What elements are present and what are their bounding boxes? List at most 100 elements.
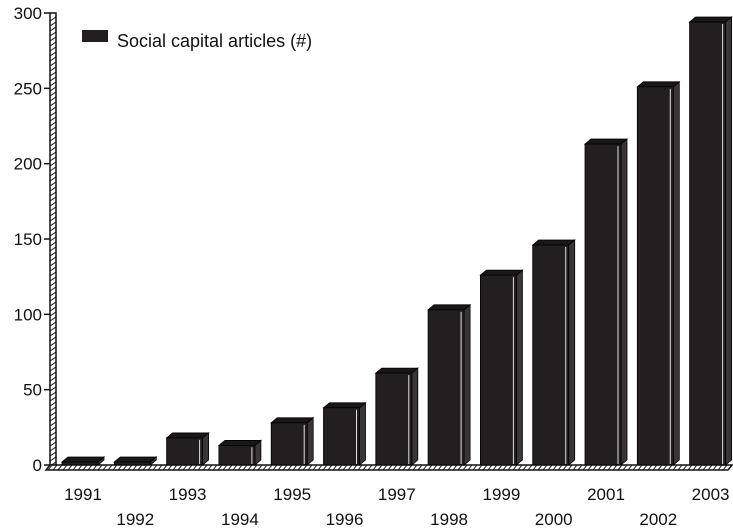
x-axis-hatch bbox=[82, 464, 88, 471]
bar bbox=[322, 401, 367, 466]
bar bbox=[374, 367, 419, 466]
x-axis-hatch bbox=[392, 464, 398, 471]
x-axis-hatch bbox=[712, 464, 718, 471]
x-axis-hatch bbox=[497, 464, 503, 471]
x-tick-label: 1996 bbox=[326, 510, 364, 529]
x-axis-hatch bbox=[552, 464, 558, 471]
y-axis-hatch bbox=[49, 226, 57, 232]
y-axis-hatch bbox=[49, 271, 57, 277]
y-axis-hatch bbox=[49, 371, 57, 377]
y-axis-hatch bbox=[49, 181, 57, 187]
floor bbox=[44, 464, 733, 471]
y-axis-hatch bbox=[49, 266, 57, 272]
x-axis-hatch bbox=[387, 464, 393, 471]
x-axis-hatch bbox=[242, 464, 248, 471]
y-axis-hatch bbox=[49, 141, 57, 147]
x-axis-hatch bbox=[617, 464, 623, 471]
x-axis-hatch bbox=[167, 464, 173, 471]
bar bbox=[688, 16, 733, 466]
bar-top bbox=[165, 432, 210, 439]
y-axis-hatch bbox=[49, 231, 57, 237]
y-axis-hatch bbox=[49, 261, 57, 267]
bar-side bbox=[202, 432, 210, 466]
y-axis-hatch bbox=[49, 406, 57, 412]
y-axis-hatch bbox=[49, 321, 57, 327]
x-axis-hatch bbox=[237, 464, 243, 471]
y-tick-label: 50 bbox=[23, 381, 42, 400]
bar-front bbox=[166, 437, 204, 466]
x-axis-hatch bbox=[592, 464, 598, 471]
x-axis-hatch bbox=[247, 464, 253, 471]
x-axis-hatch bbox=[157, 464, 163, 471]
x-axis-hatch bbox=[152, 464, 158, 471]
y-axis-hatch bbox=[49, 66, 57, 72]
legend-label: Social capital articles (#) bbox=[117, 31, 312, 51]
y-axis-hatch bbox=[49, 396, 57, 402]
bar-side bbox=[568, 239, 576, 466]
y-axis-hatch bbox=[49, 446, 57, 452]
y-axis-hatch bbox=[49, 166, 57, 172]
y-axis-hatch bbox=[49, 276, 57, 282]
y-axis-hatch bbox=[49, 381, 57, 387]
y-axis-hatch bbox=[49, 211, 57, 217]
x-axis-hatch bbox=[102, 464, 108, 471]
x-axis-hatch bbox=[422, 464, 428, 471]
bars bbox=[60, 16, 733, 466]
y-axis-hatch bbox=[49, 436, 57, 442]
y-axis-hatch bbox=[49, 201, 57, 207]
x-axis-hatch bbox=[562, 464, 568, 471]
x-axis-hatch bbox=[322, 464, 328, 471]
x-axis-hatch bbox=[647, 464, 653, 471]
y-axis-hatch bbox=[49, 151, 57, 157]
y-axis-hatch bbox=[49, 301, 57, 307]
y-axis-hatch bbox=[49, 131, 57, 137]
y-axis-hatch bbox=[49, 246, 57, 252]
x-axis-hatch bbox=[532, 464, 538, 471]
bar-top bbox=[531, 239, 576, 246]
x-axis-hatch bbox=[297, 464, 303, 471]
y-axis-hatch bbox=[49, 86, 57, 92]
x-axis-hatch bbox=[582, 464, 588, 471]
bar-side bbox=[463, 303, 471, 466]
bar-top bbox=[426, 304, 472, 311]
y-axis-hatch bbox=[49, 366, 57, 372]
y-axis-hatch bbox=[49, 81, 57, 87]
x-axis-hatch bbox=[607, 464, 613, 471]
x-axis-hatch bbox=[197, 464, 203, 471]
bar bbox=[636, 80, 681, 466]
x-axis-hatch bbox=[262, 464, 268, 471]
y-axis-hatch bbox=[49, 311, 57, 317]
x-axis-hatch bbox=[427, 464, 433, 471]
y-axis-hatch bbox=[49, 386, 57, 392]
y-axis-hatch bbox=[49, 41, 57, 47]
x-axis-hatch bbox=[232, 464, 238, 471]
x-axis-hatch bbox=[452, 464, 458, 471]
x-axis-hatch bbox=[342, 464, 348, 471]
x-tick-label: 2001 bbox=[587, 485, 625, 504]
y-axis-hatch bbox=[49, 26, 57, 32]
y-axis-hatch bbox=[49, 286, 57, 292]
y-axis-hatch bbox=[49, 416, 57, 422]
x-axis-hatch bbox=[622, 464, 628, 471]
x-axis-hatch bbox=[707, 464, 713, 471]
y-axis-hatch bbox=[49, 216, 57, 222]
x-axis-hatch bbox=[177, 464, 183, 471]
bar-top bbox=[374, 367, 419, 374]
bar bbox=[270, 416, 315, 466]
x-axis-hatch bbox=[557, 464, 563, 471]
y-axis-hatch bbox=[49, 31, 57, 37]
y-axis-hatch bbox=[49, 306, 57, 312]
y-axis-hatch bbox=[49, 106, 57, 112]
y-tick-label: 150 bbox=[14, 230, 42, 249]
bar bbox=[479, 269, 524, 466]
x-axis-hatch bbox=[492, 464, 498, 471]
x-tick-label: 2000 bbox=[535, 510, 573, 529]
bar-top bbox=[583, 138, 629, 145]
bar-top bbox=[217, 440, 263, 446]
bar-front bbox=[532, 244, 570, 466]
x-axis-hatch bbox=[272, 464, 278, 471]
y-axis-hatch bbox=[49, 426, 57, 432]
x-axis-hatch bbox=[677, 464, 683, 471]
y-axis-hatch bbox=[49, 336, 57, 342]
x-axis-hatch bbox=[107, 464, 113, 471]
